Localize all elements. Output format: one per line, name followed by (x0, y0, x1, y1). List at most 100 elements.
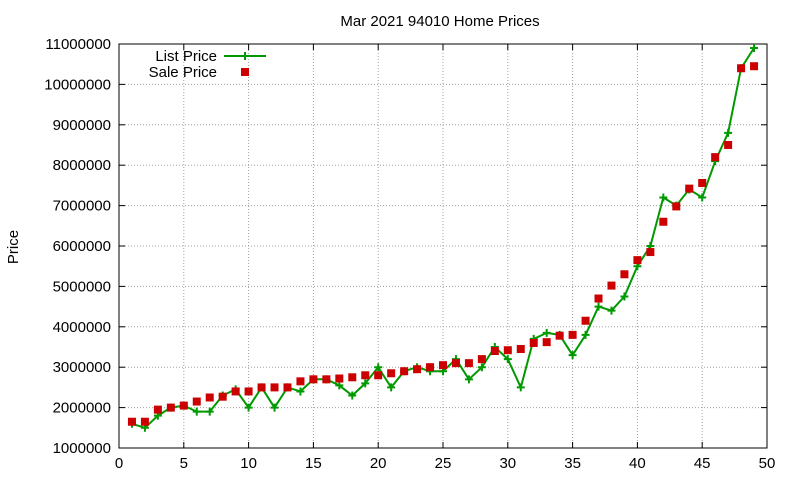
y-tick-label: 9000000 (53, 117, 111, 134)
sale-price-point (737, 64, 746, 73)
sale-price-point (620, 270, 629, 279)
x-tick-label: 15 (305, 455, 322, 472)
y-tick-label: 1000000 (53, 440, 111, 457)
sale-price-point (374, 371, 383, 380)
series (127, 44, 759, 432)
sale-price-point (166, 403, 175, 412)
sale-price-point (516, 345, 525, 354)
list-price-point (750, 44, 759, 53)
list-price-point (348, 391, 357, 400)
y-tick-label: 8000000 (53, 157, 111, 174)
y-tick-label: 11000000 (45, 36, 111, 53)
list-price-point (192, 407, 201, 416)
list-price-point (516, 383, 525, 392)
y-tick-label: 6000000 (53, 238, 111, 255)
sale-price-point (581, 316, 590, 325)
list-price-point (335, 381, 344, 390)
sale-price-point (503, 346, 512, 355)
list-price-point (659, 193, 668, 202)
sale-price-point (750, 62, 759, 71)
ticks: 0 5 10 15 20 25 30 35 40 45 50 1000000 2000000 300000… (44, 36, 775, 472)
sale-price-point (296, 377, 305, 386)
sale-price-point (140, 417, 149, 426)
list-price-point (387, 383, 396, 392)
list-price-point (270, 403, 279, 412)
sale-price-point (439, 361, 447, 370)
x-tick-label: 0 (115, 455, 123, 472)
list-price-point (244, 403, 253, 412)
sale-price-point (607, 281, 616, 290)
legend-square-marker (241, 68, 249, 76)
sale-price-point (594, 294, 603, 303)
sale-price-point (426, 363, 435, 372)
sale-price-point (283, 383, 292, 392)
list-price-point (607, 306, 616, 315)
legend-label: List Price (155, 48, 217, 65)
y-tick-label: 7000000 (53, 198, 111, 215)
x-tick-label: 45 (694, 455, 711, 472)
sale-price-point (646, 248, 655, 257)
list-price-point (374, 363, 383, 372)
grid (119, 44, 767, 448)
x-tick-label: 5 (180, 455, 188, 472)
sale-price-point (672, 202, 681, 211)
list-price-point (724, 128, 733, 137)
sale-price-point (322, 375, 331, 384)
y-tick-label: 4000000 (53, 319, 111, 336)
sale-price-point (231, 387, 240, 396)
list-price-point (296, 387, 305, 396)
sale-price-point (477, 355, 486, 364)
sale-price-point (685, 184, 694, 193)
sale-price-point (529, 338, 538, 347)
list-price-point (594, 302, 603, 311)
sale-price-point (270, 383, 279, 392)
sale-price-point (348, 373, 357, 382)
sale-price-point (387, 369, 396, 378)
list-price-point (542, 328, 551, 337)
legend-label: Sale Price (149, 64, 217, 81)
list-price-point (361, 379, 370, 388)
x-tick-label: 30 (499, 455, 516, 472)
sale-price-point (153, 405, 162, 414)
list-price-point (503, 355, 512, 364)
x-tick-label: 10 (240, 455, 257, 472)
sale-price-point (400, 367, 409, 376)
y-tick-label: 3000000 (53, 359, 111, 376)
list-price-point (698, 193, 707, 202)
x-tick-label: 25 (435, 455, 452, 472)
sale-price-point (490, 347, 499, 356)
sale-price-point (711, 153, 720, 162)
chart-title: Mar 2021 94010 Home Prices (340, 13, 539, 30)
sale-price-point (413, 365, 422, 374)
sale-price-point (542, 338, 551, 347)
list-price-point (581, 330, 590, 339)
list-price-point (568, 351, 577, 360)
list-price-point (620, 292, 629, 301)
sale-price-point (361, 371, 370, 380)
sale-price-point (127, 417, 136, 426)
sale-price-point (568, 330, 577, 339)
sale-price-point (633, 256, 642, 265)
legend-cross-marker (241, 52, 249, 60)
x-tick-label: 50 (759, 455, 776, 472)
sale-price-point (451, 359, 460, 368)
y-axis-label: Price (5, 230, 22, 264)
sale-price-point (192, 397, 201, 406)
sale-price-point (698, 178, 707, 187)
x-tick-label: 35 (564, 455, 581, 472)
x-tick-label: 20 (370, 455, 387, 472)
x-tick-label: 40 (629, 455, 646, 472)
sale-price-point (555, 331, 564, 340)
y-tick-label: 10000000 (44, 76, 111, 93)
list-price-point (205, 407, 214, 416)
sale-price-point (659, 217, 668, 226)
sale-price-point (309, 375, 318, 384)
sale-price-point (335, 374, 344, 383)
sale-price-point (205, 393, 214, 402)
list-price-point (464, 375, 473, 384)
sale-price-point (724, 141, 733, 149)
sale-price-point (464, 359, 473, 368)
sale-price-point (257, 383, 266, 392)
